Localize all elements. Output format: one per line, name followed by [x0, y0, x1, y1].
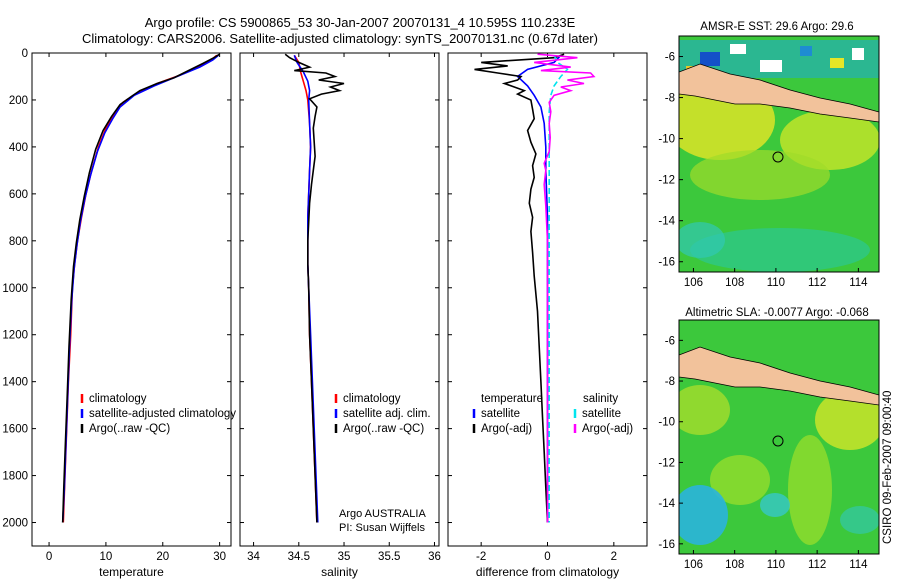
legend-label: climatology — [343, 393, 401, 405]
map-x-tick-label: 114 — [849, 559, 868, 571]
x-tick-label: 36 — [428, 551, 441, 563]
x-tick-label: 10 — [100, 551, 113, 563]
y-tick-label: 1200 — [2, 330, 28, 342]
sla-map-frame — [678, 319, 880, 555]
x-tick-label: 35 — [338, 551, 351, 563]
difference-profile-series — [474, 53, 596, 523]
y-tick-label: 200 — [9, 95, 28, 107]
x-tick-label: -2 — [476, 551, 486, 563]
sla-map-field — [679, 320, 879, 554]
x-tick-label: 0 — [46, 551, 52, 563]
legend-label: satellite — [481, 408, 520, 420]
y-tick-label: 0 — [22, 48, 28, 60]
sla-argo-marker — [772, 435, 784, 447]
difference-profile-panel: -2 0 2 difference from climatology temperatu… — [447, 52, 648, 579]
map-x-tick-label: 106 — [684, 277, 703, 289]
y-tick-label: 1400 — [2, 377, 28, 389]
series-line-sal-argo — [534, 53, 596, 523]
temperature-profile-series — [61, 53, 221, 523]
temperature-profile-frame — [31, 52, 232, 547]
x-tick-label: 20 — [156, 551, 169, 563]
legend-label: satellite adj. clim. — [343, 408, 431, 420]
title-line-2: Climatology: CARS2006. Satellite-adjuste… — [82, 31, 598, 46]
map-y-tick-label: -16 — [658, 257, 675, 269]
y-tick-label: 600 — [9, 189, 28, 201]
map-y-tick-label: -6 — [665, 52, 675, 64]
map-y-tick-label: -8 — [665, 376, 675, 388]
sla-map-panel: Altimetric SLA: -0.0077 Argo: -0.068 106… — [658, 307, 880, 571]
x-tick-label: 34 — [247, 551, 260, 563]
temperature-profile-xlabel: temperature — [99, 565, 164, 579]
map-x-tick-label: 108 — [725, 277, 744, 289]
map-y-tick-label: -12 — [658, 175, 675, 187]
annotation-line-2: PI: Susan Wijffels — [339, 522, 425, 534]
x-tick-label: 34.5 — [288, 551, 310, 563]
map-y-tick-label: -6 — [665, 335, 675, 347]
legend-label: Argo(-adj) — [582, 423, 633, 435]
salinity-profile-xlabel: salinity — [321, 565, 358, 579]
map-x-tick-label: 112 — [808, 559, 826, 571]
annotation-line-1: Argo AUSTRALIA — [339, 508, 426, 520]
map-y-tick-label: -12 — [658, 457, 675, 469]
y-tick-label: 400 — [9, 142, 28, 154]
series-line-satellite — [293, 55, 319, 523]
sst-argo-marker — [772, 151, 784, 163]
x-tick-label: 0 — [544, 551, 550, 563]
y-tick-label: 800 — [9, 236, 28, 248]
salinity-profile-series — [284, 53, 345, 523]
map-x-tick-label: 114 — [849, 277, 868, 289]
legend-label: satellite-adjusted climatology — [89, 408, 236, 420]
y-tick-label: 1600 — [2, 424, 28, 436]
y-tick-label: 2000 — [2, 518, 28, 530]
map-x-tick-label: 110 — [767, 277, 785, 289]
legend-label: Argo(-adj) — [481, 423, 532, 435]
map-x-tick-label: 108 — [725, 559, 744, 571]
legend-label: satellite — [582, 408, 621, 420]
legend-label: Argo(..raw -QC) — [343, 423, 424, 435]
salinity-profile-panel: 34 34.5 35 35.5 36 salinity climatology satelli… — [239, 52, 441, 579]
credit-text: CSIRO 09-Feb-2007 09:00:40 — [882, 391, 894, 544]
legend-heading-temperature: temperature — [481, 393, 543, 405]
y-tick-label: 1000 — [2, 283, 28, 295]
map-y-tick-label: -10 — [658, 134, 675, 146]
map-x-tick-label: 110 — [767, 559, 785, 571]
salinity-profile-frame — [239, 52, 440, 547]
series-line-sal-satellite — [548, 54, 569, 523]
sst-map-title: AMSR-E SST: 29.6 Argo: 29.6 — [700, 21, 853, 33]
legend-heading-salinity: salinity — [583, 393, 618, 405]
map-x-tick-label: 112 — [808, 277, 826, 289]
difference-profile-xlabel: difference from climatology — [476, 565, 619, 579]
series-line-argo — [284, 53, 345, 523]
x-tick-label: 2 — [611, 551, 617, 563]
legend-label: Argo(..raw -QC) — [89, 423, 170, 435]
series-line-argo — [61, 53, 221, 523]
map-y-tick-label: -14 — [658, 216, 675, 228]
map-y-tick-label: -14 — [658, 498, 675, 510]
sst-map-panel: AMSR-E SST: 29.6 Argo: 29.6 106 108 110 112… — [658, 21, 880, 289]
sst-map-frame — [678, 35, 880, 273]
map-x-tick-label: 106 — [684, 559, 703, 571]
map-y-tick-label: -10 — [658, 417, 675, 429]
y-tick-label: 1800 — [2, 471, 28, 483]
x-tick-label: 30 — [213, 551, 226, 563]
x-tick-label: 35.5 — [378, 551, 400, 563]
temperature-profile-panel: 0 10 20 30 temperature 0 200 400 600 800 1000 1200 1… — [2, 48, 236, 579]
legend-label: climatology — [89, 393, 147, 405]
map-y-tick-label: -8 — [665, 93, 675, 105]
sla-map-title: Altimetric SLA: -0.0077 Argo: -0.068 — [685, 307, 868, 319]
title-line-1: Argo profile: CS 5900865_53 30-Jan-2007 … — [145, 15, 576, 30]
series-line-temp-argo — [474, 53, 565, 523]
sst-map-field — [679, 36, 879, 272]
map-y-tick-label: -16 — [658, 539, 675, 551]
